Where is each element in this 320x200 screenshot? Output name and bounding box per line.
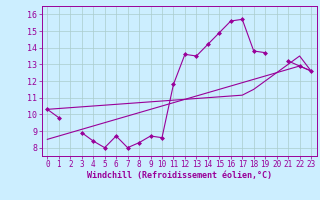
X-axis label: Windchill (Refroidissement éolien,°C): Windchill (Refroidissement éolien,°C) [87,171,272,180]
